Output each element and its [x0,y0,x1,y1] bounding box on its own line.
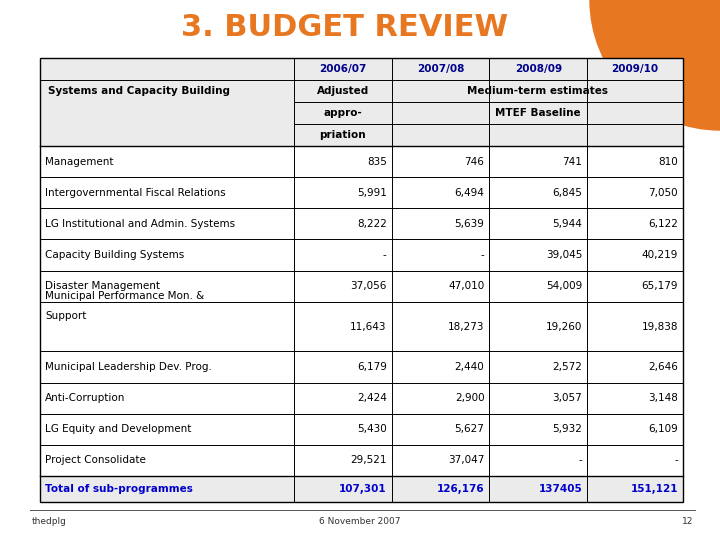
Text: 12: 12 [682,517,693,526]
Text: 29,521: 29,521 [350,455,387,465]
Text: 3,057: 3,057 [552,393,582,403]
Text: 2,424: 2,424 [357,393,387,403]
Text: 40,219: 40,219 [642,250,678,260]
Text: 19,260: 19,260 [546,321,582,332]
Bar [40,58,683,502]
Text: 746: 746 [464,157,485,166]
Text: Municipal Leadership Dev. Prog.: Municipal Leadership Dev. Prog. [45,362,212,372]
Text: 137405: 137405 [539,484,582,494]
Text: MTEF Baseline: MTEF Baseline [495,108,580,118]
Text: 65,179: 65,179 [642,281,678,291]
Text: 2006/07: 2006/07 [319,64,366,74]
Text: 126,176: 126,176 [437,484,485,494]
Text: 810: 810 [658,157,678,166]
Text: -: - [481,250,485,260]
Text: 2008/09: 2008/09 [515,64,562,74]
Wedge shape [590,0,720,130]
Text: 18,273: 18,273 [448,321,485,332]
Text: 39,045: 39,045 [546,250,582,260]
Text: 5,991: 5,991 [357,188,387,198]
Text: 6,845: 6,845 [552,188,582,198]
Text: 6,122: 6,122 [648,219,678,229]
Text: thedplg: thedplg [32,517,67,526]
Text: -: - [383,250,387,260]
Text: 6,494: 6,494 [454,188,485,198]
Text: -: - [674,455,678,465]
Text: 11,643: 11,643 [350,321,387,332]
Text: 5,639: 5,639 [454,219,485,229]
Text: 6 November 2007: 6 November 2007 [319,517,401,526]
Text: Project Consolidate: Project Consolidate [45,455,146,465]
Text: 37,056: 37,056 [351,281,387,291]
Text: 2007/08: 2007/08 [417,64,464,74]
Text: Systems and Capacity Building: Systems and Capacity Building [48,86,230,96]
Text: 3. BUDGET REVIEW: 3. BUDGET REVIEW [181,14,508,43]
Text: 37,047: 37,047 [448,455,485,465]
Text: Support: Support [45,310,86,321]
Text: Medium-term estimates: Medium-term estimates [467,86,608,96]
Text: 3,148: 3,148 [648,393,678,403]
Text: 2,572: 2,572 [552,362,582,372]
Text: 6,109: 6,109 [648,424,678,434]
Text: Capacity Building Systems: Capacity Building Systems [45,250,184,260]
Text: 151,121: 151,121 [631,484,678,494]
Text: Adjusted: Adjusted [317,86,369,96]
Text: priation: priation [320,130,366,140]
Text: LG Equity and Development: LG Equity and Development [45,424,192,434]
Text: 2009/10: 2009/10 [611,64,659,74]
Text: 8,222: 8,222 [357,219,387,229]
Text: Disaster Management: Disaster Management [45,281,160,291]
Text: LG Institutional and Admin. Systems: LG Institutional and Admin. Systems [45,219,235,229]
Text: 5,430: 5,430 [357,424,387,434]
Text: Municipal Performance Mon. &: Municipal Performance Mon. & [45,291,204,301]
Text: 107,301: 107,301 [339,484,387,494]
Bar [40,58,683,146]
Text: 741: 741 [562,157,582,166]
Text: 5,627: 5,627 [454,424,485,434]
Text: 6,179: 6,179 [357,362,387,372]
Text: Total of sub-programmes: Total of sub-programmes [45,484,193,494]
Text: Anti-Corruption: Anti-Corruption [45,393,125,403]
Text: 835: 835 [367,157,387,166]
Text: 5,932: 5,932 [552,424,582,434]
Text: 47,010: 47,010 [449,281,485,291]
Text: 2,646: 2,646 [648,362,678,372]
Text: -: - [578,455,582,465]
Text: 54,009: 54,009 [546,281,582,291]
Text: appro-: appro- [323,108,362,118]
Bar [40,476,683,502]
Text: 2,440: 2,440 [455,362,485,372]
Text: 5,944: 5,944 [552,219,582,229]
Text: 2,900: 2,900 [455,393,485,403]
Text: Intergovernmental Fiscal Relations: Intergovernmental Fiscal Relations [45,188,225,198]
Text: 7,050: 7,050 [649,188,678,198]
Text: 19,838: 19,838 [642,321,678,332]
Text: Management: Management [45,157,114,166]
